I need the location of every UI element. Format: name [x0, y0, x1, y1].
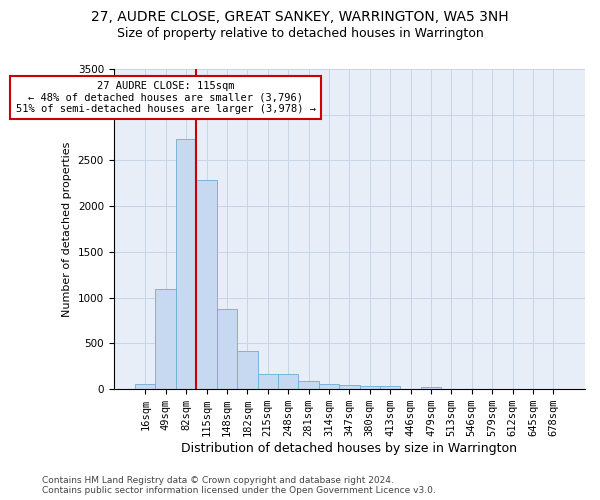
Bar	[176, 140, 196, 389]
Bar	[359, 386, 380, 389]
Y-axis label: Number of detached properties: Number of detached properties	[62, 142, 72, 317]
Text: Contains HM Land Registry data © Crown copyright and database right 2024.
Contai: Contains HM Land Registry data © Crown c…	[42, 476, 436, 495]
Bar	[421, 387, 441, 389]
Text: Size of property relative to detached houses in Warrington: Size of property relative to detached ho…	[116, 28, 484, 40]
Bar	[257, 374, 278, 389]
Text: 27 AUDRE CLOSE: 115sqm
← 48% of detached houses are smaller (3,796)
51% of semi-: 27 AUDRE CLOSE: 115sqm ← 48% of detached…	[16, 81, 316, 114]
X-axis label: Distribution of detached houses by size in Warrington: Distribution of detached houses by size …	[181, 442, 517, 455]
Bar	[155, 288, 176, 389]
Bar	[135, 384, 155, 389]
Bar	[380, 386, 400, 389]
Bar	[319, 384, 339, 389]
Bar	[237, 351, 257, 389]
Bar	[298, 381, 319, 389]
Bar	[217, 309, 237, 389]
Text: 27, AUDRE CLOSE, GREAT SANKEY, WARRINGTON, WA5 3NH: 27, AUDRE CLOSE, GREAT SANKEY, WARRINGTO…	[91, 10, 509, 24]
Bar	[278, 374, 298, 389]
Bar	[196, 180, 217, 389]
Bar	[339, 384, 359, 389]
